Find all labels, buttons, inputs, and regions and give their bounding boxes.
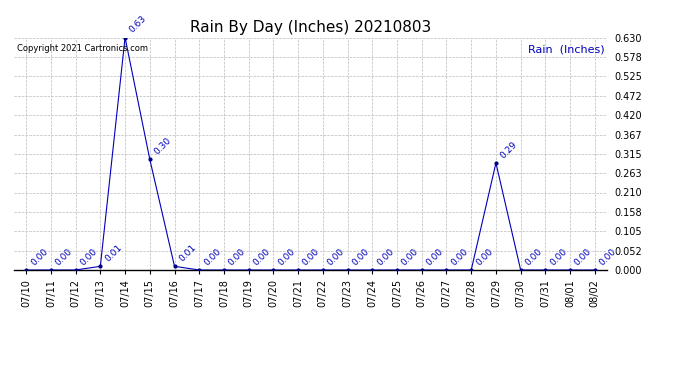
Text: 0.00: 0.00	[573, 247, 593, 267]
Text: 0.00: 0.00	[548, 247, 569, 267]
Text: 0.01: 0.01	[177, 243, 198, 264]
Text: 0.00: 0.00	[326, 247, 346, 267]
Text: 0.00: 0.00	[524, 247, 544, 267]
Text: 0.63: 0.63	[128, 14, 148, 35]
Text: 0.01: 0.01	[103, 243, 124, 264]
Text: Rain  (Inches): Rain (Inches)	[528, 45, 604, 54]
Text: 0.00: 0.00	[54, 247, 75, 267]
Text: 0.00: 0.00	[29, 247, 50, 267]
Text: 0.00: 0.00	[598, 247, 618, 267]
Text: 0.00: 0.00	[301, 247, 322, 267]
Text: 0.00: 0.00	[424, 247, 445, 267]
Text: Copyright 2021 Cartronics.com: Copyright 2021 Cartronics.com	[17, 45, 148, 54]
Text: 0.00: 0.00	[79, 247, 99, 267]
Text: 0.00: 0.00	[375, 247, 395, 267]
Text: 0.00: 0.00	[449, 247, 470, 267]
Text: 0.00: 0.00	[276, 247, 297, 267]
Text: 0.29: 0.29	[499, 140, 519, 160]
Text: 0.30: 0.30	[152, 136, 173, 156]
Title: Rain By Day (Inches) 20210803: Rain By Day (Inches) 20210803	[190, 20, 431, 35]
Text: 0.00: 0.00	[400, 247, 420, 267]
Text: 0.00: 0.00	[351, 247, 371, 267]
Text: 0.00: 0.00	[227, 247, 247, 267]
Text: 0.00: 0.00	[202, 247, 223, 267]
Text: 0.00: 0.00	[474, 247, 495, 267]
Text: 0.00: 0.00	[251, 247, 272, 267]
